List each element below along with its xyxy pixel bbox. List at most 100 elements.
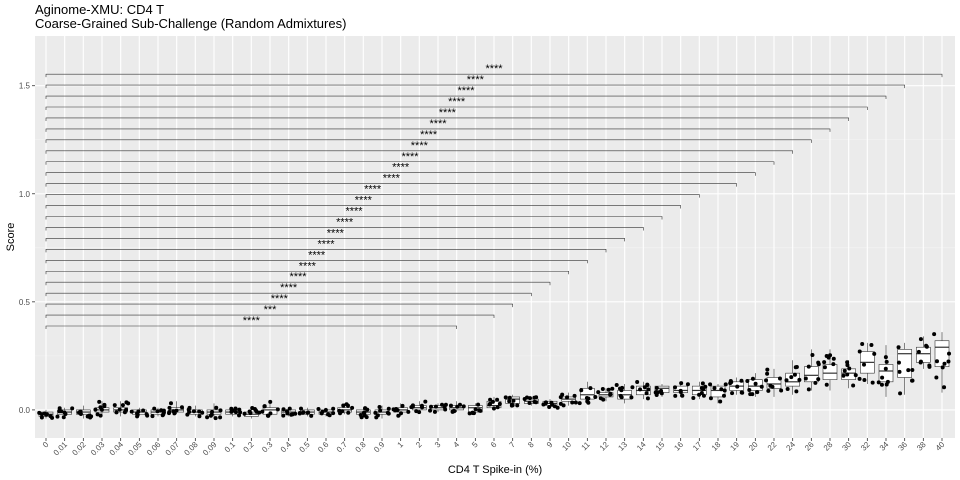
x-tick-label: 10 xyxy=(560,440,573,453)
data-point xyxy=(678,388,683,393)
data-point xyxy=(507,395,512,400)
data-point xyxy=(588,386,593,391)
data-point xyxy=(471,411,476,416)
x-tick-label: 16 xyxy=(672,440,685,453)
data-point xyxy=(618,386,623,391)
data-point xyxy=(377,405,382,410)
bracket-line xyxy=(45,84,905,89)
x-tick-label: 0.7 xyxy=(335,440,350,455)
data-point xyxy=(39,412,44,417)
data-point xyxy=(831,362,836,367)
x-tick-label: 26 xyxy=(803,440,816,453)
significance-label: **** xyxy=(439,107,457,119)
significance-label: **** xyxy=(355,195,373,207)
data-point xyxy=(262,404,267,409)
x-tick-label: 20 xyxy=(747,440,760,453)
data-point xyxy=(872,351,877,356)
data-point xyxy=(306,410,311,415)
comparison-bracket: **** xyxy=(45,282,532,297)
data-point xyxy=(691,395,696,400)
data-point xyxy=(942,385,947,390)
x-tick-label: 11 xyxy=(580,440,593,453)
comparison-bracket: **** xyxy=(45,129,812,143)
x-tick-label: 14 xyxy=(635,440,648,453)
box-13 xyxy=(617,383,632,404)
data-point xyxy=(927,363,932,368)
data-point xyxy=(167,405,172,410)
data-point xyxy=(281,407,286,412)
data-point xyxy=(638,387,643,392)
data-point xyxy=(924,344,929,349)
data-point xyxy=(847,366,852,371)
data-point xyxy=(432,409,437,414)
x-axis-ticks: 0 0.01 0.02 0.03 0.04 0.05 0.06 0.07 0.08 0.09 0.1… xyxy=(41,438,947,457)
data-point xyxy=(252,407,257,412)
data-point xyxy=(487,402,492,407)
data-point xyxy=(406,409,411,414)
points-layer xyxy=(37,332,952,421)
comparison-bracket: **** xyxy=(45,96,868,110)
data-point xyxy=(572,393,577,398)
data-point xyxy=(593,395,598,400)
bracket-line xyxy=(45,161,775,165)
data-point xyxy=(701,393,706,398)
x-tick-label: 3 xyxy=(433,440,443,450)
data-point xyxy=(443,407,448,412)
data-point xyxy=(386,406,391,411)
data-point xyxy=(653,390,658,395)
data-point xyxy=(884,359,889,364)
significance-label: **** xyxy=(411,140,429,152)
data-point xyxy=(293,411,298,416)
data-point xyxy=(739,378,744,383)
data-point xyxy=(316,407,321,412)
data-point xyxy=(433,404,438,409)
data-point xyxy=(233,406,238,411)
data-point xyxy=(299,406,304,411)
data-point xyxy=(102,404,107,409)
data-point xyxy=(555,405,560,410)
data-point xyxy=(414,409,419,414)
x-tick-label: 0.08 xyxy=(182,440,200,458)
x-tick-label: 36 xyxy=(896,440,909,453)
x-tick-label: 0.04 xyxy=(108,440,126,458)
x-tick-label: 7 xyxy=(508,440,518,450)
comparison-bracket: **** xyxy=(45,173,737,187)
data-point xyxy=(210,409,215,414)
data-point xyxy=(152,406,157,411)
data-point xyxy=(793,365,798,370)
data-point xyxy=(797,377,802,382)
data-point xyxy=(129,409,134,414)
data-point xyxy=(765,367,770,372)
data-point xyxy=(497,401,502,406)
data-point xyxy=(831,356,836,361)
bracket-line xyxy=(45,303,513,308)
data-point xyxy=(845,372,850,377)
significance-label: **** xyxy=(467,74,485,86)
x-tick-label: 0.3 xyxy=(260,440,275,455)
bracket-line xyxy=(45,249,607,253)
significance-brackets: ****************************************… xyxy=(45,63,943,329)
data-point xyxy=(942,361,947,366)
data-point xyxy=(39,415,44,420)
data-point xyxy=(822,365,827,370)
data-point xyxy=(785,386,790,391)
bracket-line xyxy=(45,95,887,100)
data-point xyxy=(708,382,713,387)
box-32 xyxy=(860,342,875,384)
data-point xyxy=(396,413,401,418)
data-point xyxy=(268,399,273,404)
significance-label: **** xyxy=(383,173,401,185)
data-point xyxy=(794,389,799,394)
data-point xyxy=(461,404,466,409)
x-tick-label: 2 xyxy=(414,440,424,450)
data-point xyxy=(857,376,862,381)
x-tick-label: 1 xyxy=(396,440,406,450)
data-point xyxy=(218,408,223,413)
data-point xyxy=(759,384,764,389)
data-point xyxy=(533,400,538,405)
x-tick-label: 0.6 xyxy=(316,440,331,455)
data-point xyxy=(503,395,508,400)
bracket-line xyxy=(45,260,588,264)
data-point xyxy=(673,393,678,398)
